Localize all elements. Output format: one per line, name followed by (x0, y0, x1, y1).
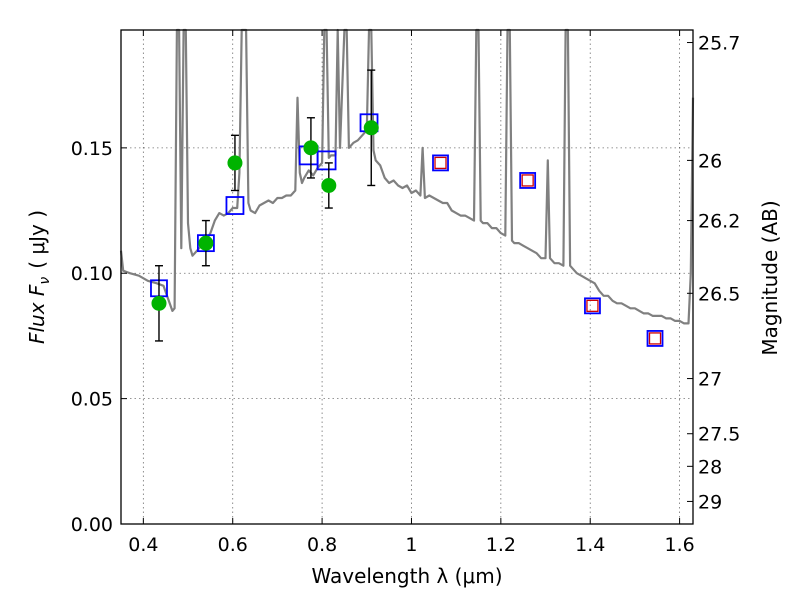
y2-tick-label: 26.5 (698, 283, 740, 305)
upper-limit-square (521, 174, 534, 187)
measured-flux-point (198, 235, 214, 251)
y2-axis-title: Magnitude (AB) (758, 200, 782, 355)
y-axis-title-subscript: ν (37, 277, 53, 285)
y-axis-title-unit: ( μJy ) (25, 210, 49, 269)
y-tick-label: 0.00 (71, 514, 113, 536)
y-tick-label: 0.10 (71, 263, 113, 285)
x-tick-label: 0.6 (218, 534, 248, 556)
measured-flux-point (303, 140, 319, 156)
y2-tick-label: 25.7 (698, 33, 740, 55)
y2-tick-label: 26.2 (698, 211, 740, 233)
x-tick-label: 1.6 (664, 534, 694, 556)
upper-limit-square (586, 299, 599, 312)
y2-tick-label: 28 (698, 456, 722, 478)
measured-flux-point (227, 155, 243, 171)
marker-layer (150, 69, 664, 347)
x-tick-label: 1 (405, 534, 417, 556)
model-flux-square (519, 172, 537, 189)
measured-flux-point (363, 120, 379, 136)
y2-tick-label: 26 (698, 150, 722, 172)
x-axis-title: Wavelength λ (μm) (311, 564, 502, 588)
model-flux-square (316, 150, 337, 171)
y2-tick-label: 29 (698, 491, 722, 513)
y-axis-title-main: Flux F (25, 284, 49, 344)
plot-frame (120, 29, 694, 525)
upper-limit-square (434, 156, 447, 170)
y-tick-label: 0.15 (71, 138, 113, 160)
y2-tick-label: 27.5 (698, 424, 740, 446)
measured-flux-point (151, 295, 167, 311)
model-flux-square (432, 154, 449, 172)
model-flux-square (584, 297, 601, 315)
y-tick-label: 0.05 (71, 389, 113, 411)
upper-limit-square (648, 332, 662, 345)
model-flux-square (646, 330, 664, 347)
x-tick-label: 0.4 (128, 534, 158, 556)
model-flux-square (225, 196, 245, 215)
y-axis-title: Flux Fν ( μJy ) (25, 210, 53, 344)
x-tick-label: 0.8 (307, 534, 337, 556)
x-tick-label: 1.2 (486, 534, 516, 556)
measured-flux-point (321, 177, 337, 193)
axis-layer: 0.4 0.6 0.8 1 1.2 1.4 1.6 0.00 0.05 0.10 0.15 25.7 2… (71, 30, 740, 556)
y2-tick-label: 27 (698, 369, 722, 391)
x-tick-label: 1.4 (575, 534, 605, 556)
